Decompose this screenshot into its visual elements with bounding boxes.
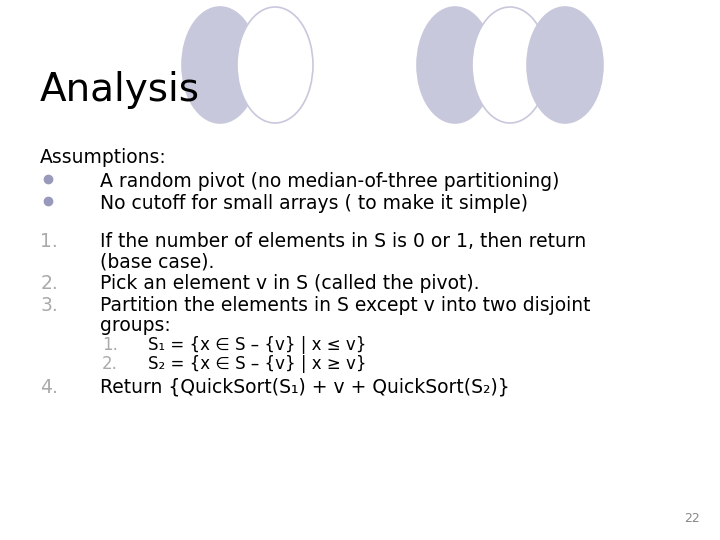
Text: A random pivot (no median-of-three partitioning): A random pivot (no median-of-three parti… bbox=[100, 172, 559, 191]
Text: Assumptions:: Assumptions: bbox=[40, 148, 167, 167]
Ellipse shape bbox=[472, 7, 548, 123]
Text: 2.: 2. bbox=[40, 274, 58, 293]
Text: If the number of elements in S is 0 or 1, then return: If the number of elements in S is 0 or 1… bbox=[100, 232, 586, 251]
Text: 1.: 1. bbox=[40, 232, 58, 251]
Text: 3.: 3. bbox=[40, 296, 58, 315]
Ellipse shape bbox=[182, 7, 258, 123]
Ellipse shape bbox=[527, 7, 603, 123]
Text: 1.: 1. bbox=[102, 336, 118, 354]
Text: Partition the elements in S except v into two disjoint: Partition the elements in S except v int… bbox=[100, 296, 590, 315]
Text: S₂ = {x ∈ S – {v} | x ≥ v}: S₂ = {x ∈ S – {v} | x ≥ v} bbox=[148, 355, 366, 373]
Text: No cutoff for small arrays ( to make it simple): No cutoff for small arrays ( to make it … bbox=[100, 194, 528, 213]
Text: Analysis: Analysis bbox=[40, 71, 200, 109]
Text: S₁ = {x ∈ S – {v} | x ≤ v}: S₁ = {x ∈ S – {v} | x ≤ v} bbox=[148, 336, 366, 354]
Text: Pick an element v in S (called the pivot).: Pick an element v in S (called the pivot… bbox=[100, 274, 480, 293]
Text: Return {QuickSort(S₁) + v + QuickSort(S₂)}: Return {QuickSort(S₁) + v + QuickSort(S₂… bbox=[100, 378, 510, 397]
Text: 22: 22 bbox=[684, 512, 700, 525]
Ellipse shape bbox=[237, 7, 313, 123]
Ellipse shape bbox=[417, 7, 493, 123]
Text: 4.: 4. bbox=[40, 378, 58, 397]
Text: 2.: 2. bbox=[102, 355, 118, 373]
Text: (base case).: (base case). bbox=[100, 252, 215, 271]
Text: groups:: groups: bbox=[100, 316, 171, 335]
